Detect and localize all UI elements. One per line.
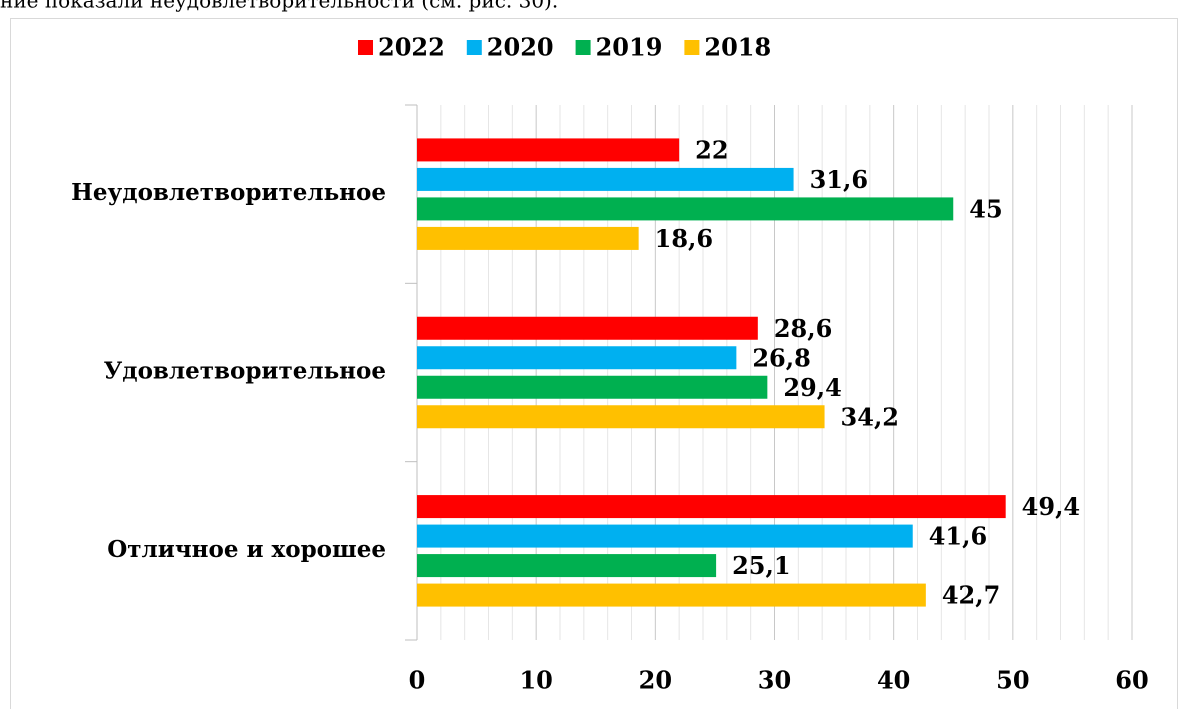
legend-label: 2020	[487, 33, 554, 62]
data-label: 34,2	[841, 402, 899, 431]
x-tick-label: 30	[758, 666, 791, 695]
data-label: 41,6	[929, 522, 987, 551]
legend-label: 2022	[378, 33, 445, 62]
x-tick-label: 60	[1115, 666, 1148, 695]
x-tick-label: 50	[996, 666, 1029, 695]
bar	[417, 495, 1006, 519]
bar	[417, 524, 913, 548]
top-text: ние показали неудовлетворительности (см.…	[0, 0, 558, 13]
bar	[417, 167, 794, 191]
bar	[417, 375, 768, 399]
legend-swatch	[575, 40, 591, 55]
bar	[417, 226, 639, 250]
legend-swatch	[358, 40, 373, 55]
x-tick-label: 20	[639, 666, 672, 695]
data-label: 45	[969, 194, 1002, 223]
y-tick-label: Неудовлетворительное	[71, 179, 386, 206]
legend-label: 2019	[596, 33, 663, 62]
legend-swatch	[466, 40, 482, 55]
bar	[417, 138, 680, 162]
x-tick-label: 0	[409, 666, 426, 695]
data-label: 28,6	[774, 314, 832, 343]
y-tick-label: Отличное и хорошее	[107, 536, 386, 563]
data-label: 26,8	[752, 343, 810, 372]
bar	[417, 197, 954, 221]
data-label: 42,7	[942, 581, 1000, 610]
data-label: 22	[695, 135, 728, 164]
y-tick-label: Удовлетворительное	[104, 358, 386, 385]
bar	[417, 554, 717, 578]
data-label: 25,1	[732, 551, 790, 580]
bar	[417, 316, 758, 340]
bar	[417, 346, 737, 370]
data-label: 31,6	[810, 165, 868, 194]
bar	[417, 405, 825, 429]
x-tick-label: 40	[877, 666, 910, 695]
bar	[417, 583, 926, 607]
legend-label: 2018	[704, 33, 771, 62]
legend-swatch	[684, 40, 700, 55]
x-tick-label: 10	[519, 666, 552, 695]
data-label: 18,6	[655, 224, 713, 253]
data-label: 49,4	[1022, 492, 1080, 521]
data-label: 29,4	[783, 373, 841, 402]
